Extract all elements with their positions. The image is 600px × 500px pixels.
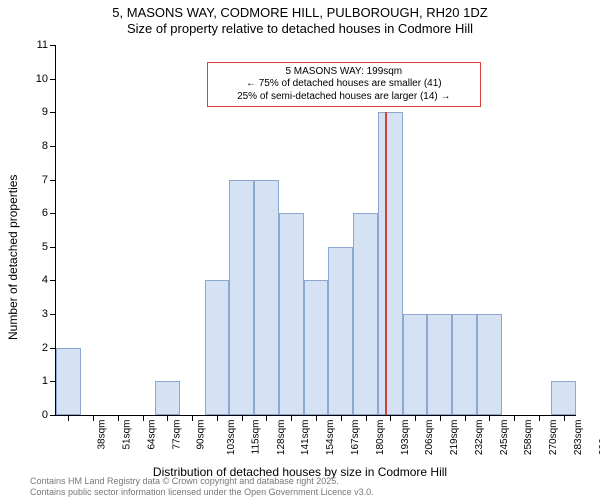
chart-title-line1: 5, MASONS WAY, CODMORE HILL, PULBOROUGH,…: [0, 5, 600, 21]
y-tick-label: 9: [26, 106, 48, 118]
x-tick-label: 103sqm: [226, 420, 237, 456]
x-tick: [489, 415, 490, 421]
x-tick: [167, 415, 168, 421]
histogram-bar: [477, 314, 502, 415]
histogram-bar: [378, 112, 403, 415]
y-tick-label: 0: [26, 409, 48, 421]
reference-line: [385, 112, 387, 415]
x-tick-label: 128sqm: [276, 420, 287, 456]
histogram-bar: [328, 247, 353, 415]
x-tick: [514, 415, 515, 421]
x-tick-label: 38sqm: [97, 420, 108, 450]
annotation-line: ← 75% of detached houses are smaller (41…: [214, 78, 474, 91]
y-tick-label: 6: [26, 207, 48, 219]
x-tick-label: 167sqm: [350, 420, 361, 456]
annotation-line: 25% of semi-detached houses are larger (…: [214, 91, 474, 104]
x-tick-label: 77sqm: [171, 420, 182, 450]
histogram-bar: [551, 381, 576, 415]
x-tick: [366, 415, 367, 421]
x-tick: [192, 415, 193, 421]
plot-area: 0123456789101138sqm51sqm64sqm77sqm90sqm1…: [55, 45, 576, 416]
x-tick-label: 219sqm: [449, 420, 460, 456]
x-tick: [93, 415, 94, 421]
histogram-bar: [427, 314, 452, 415]
histogram-bar: [353, 213, 378, 415]
histogram-bar: [304, 280, 329, 415]
x-tick: [465, 415, 466, 421]
x-tick: [143, 415, 144, 421]
footer-line2: Contains public sector information licen…: [30, 487, 374, 498]
histogram-bar: [254, 180, 279, 415]
y-tick: [50, 45, 56, 46]
histogram-bar: [452, 314, 477, 415]
x-tick: [242, 415, 243, 421]
x-tick-label: 283sqm: [573, 420, 584, 456]
y-tick-label: 4: [26, 274, 48, 286]
footer-line1: Contains HM Land Registry data © Crown c…: [30, 476, 374, 487]
x-tick: [415, 415, 416, 421]
y-tick: [50, 415, 56, 416]
x-tick-label: 193sqm: [400, 420, 411, 456]
x-tick-label: 245sqm: [499, 420, 510, 456]
x-tick: [341, 415, 342, 421]
chart-title-block: 5, MASONS WAY, CODMORE HILL, PULBOROUGH,…: [0, 0, 600, 36]
y-tick-label: 7: [26, 174, 48, 186]
histogram-bar: [279, 213, 304, 415]
histogram-bar: [403, 314, 428, 415]
x-tick-label: 115sqm: [250, 420, 261, 455]
x-tick: [316, 415, 317, 421]
y-tick: [50, 314, 56, 315]
x-tick: [266, 415, 267, 421]
y-tick: [50, 180, 56, 181]
x-tick-label: 180sqm: [375, 420, 386, 456]
x-tick-label: 141sqm: [301, 420, 312, 456]
x-tick-label: 232sqm: [474, 420, 485, 456]
y-tick-label: 1: [26, 375, 48, 387]
histogram-bar: [56, 348, 81, 415]
histogram-bar: [229, 180, 254, 415]
x-tick: [564, 415, 565, 421]
annotation-line: 5 MASONS WAY: 199sqm: [214, 66, 474, 79]
histogram-bar: [205, 280, 230, 415]
y-tick-label: 5: [26, 241, 48, 253]
x-tick: [291, 415, 292, 421]
y-tick: [50, 112, 56, 113]
y-tick: [50, 146, 56, 147]
x-tick-label: 258sqm: [523, 420, 534, 456]
y-tick: [50, 247, 56, 248]
y-tick: [50, 213, 56, 214]
x-tick: [118, 415, 119, 421]
x-tick-label: 206sqm: [424, 420, 435, 456]
x-tick: [217, 415, 218, 421]
x-tick: [539, 415, 540, 421]
footer: Contains HM Land Registry data © Crown c…: [30, 476, 374, 498]
histogram-bar: [155, 381, 180, 415]
y-tick-label: 10: [26, 73, 48, 85]
x-tick: [390, 415, 391, 421]
y-tick-label: 3: [26, 308, 48, 320]
x-tick-label: 154sqm: [325, 420, 336, 456]
y-tick-label: 8: [26, 140, 48, 152]
chart-title-line2: Size of property relative to detached ho…: [0, 21, 600, 37]
y-tick-label: 11: [26, 39, 48, 51]
y-tick-label: 2: [26, 342, 48, 354]
y-axis-label: Number of detached properties: [6, 175, 20, 340]
annotation-box: 5 MASONS WAY: 199sqm← 75% of detached ho…: [207, 62, 481, 108]
x-tick-label: 90sqm: [196, 420, 207, 450]
x-tick-label: 64sqm: [146, 420, 157, 450]
x-tick: [440, 415, 441, 421]
x-tick-label: 270sqm: [548, 420, 559, 456]
y-tick: [50, 280, 56, 281]
y-tick: [50, 79, 56, 80]
x-tick-label: 51sqm: [122, 420, 133, 450]
x-tick: [68, 415, 69, 421]
